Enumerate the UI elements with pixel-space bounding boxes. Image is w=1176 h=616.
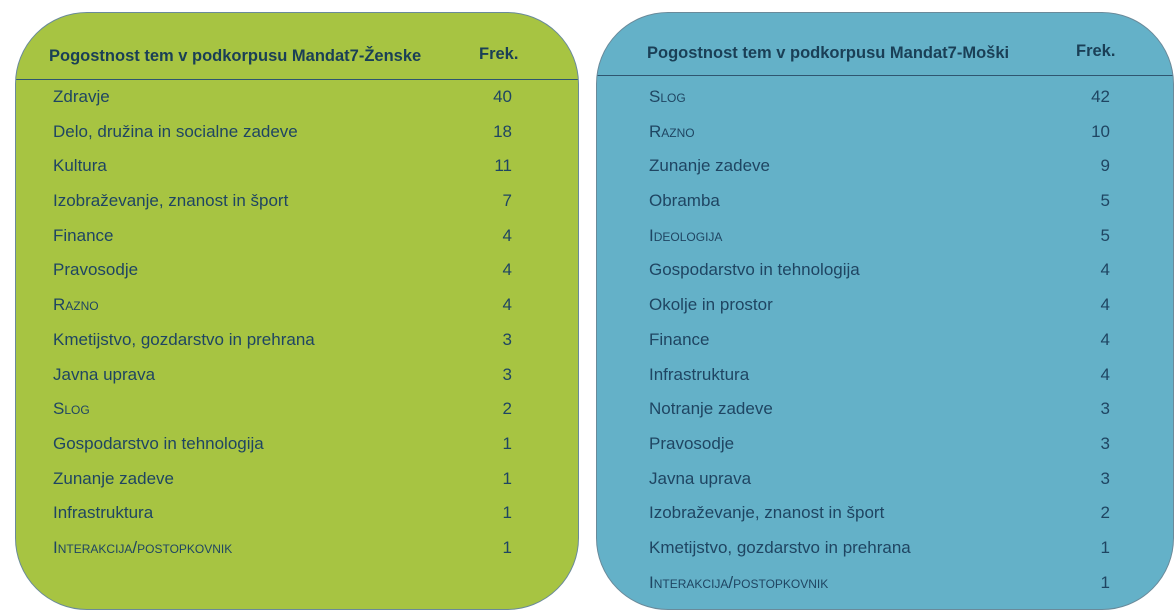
frequency-value: 4 — [1100, 329, 1110, 349]
men-topics-panel: Pogostnost tem v podkorpusu Mandat7-Mošk… — [596, 12, 1174, 610]
frequency-value: 1 — [502, 468, 512, 488]
topic-label: Kultura — [53, 156, 107, 176]
topic-label: Zunanje zadeve — [53, 468, 174, 488]
frequency-value: 42 — [1091, 87, 1110, 106]
frequency-column-header: Frek. — [479, 45, 519, 63]
topic-label: Interakcija/postopkovnik — [53, 537, 233, 557]
frequency-value: 18 — [493, 121, 512, 141]
table-row: Razno 10 — [597, 118, 1173, 153]
frequency-value: 1 — [1100, 572, 1110, 592]
table-row: Finance 4 — [16, 222, 578, 257]
frequency-value: 2 — [1100, 503, 1110, 523]
topic-label: Gospodarstvo in tehnologija — [53, 433, 264, 453]
frequency-value: 10 — [1091, 121, 1110, 141]
frequency-value: 1 — [502, 433, 512, 453]
table-row: Okolje in prostor 4 — [597, 291, 1173, 326]
table-row: Ideologija 5 — [597, 222, 1173, 257]
table-row: Delo, družina in socialne zadeve 18 — [16, 118, 578, 153]
topic-label: Notranje zadeve — [649, 399, 773, 419]
frequency-value: 1 — [502, 503, 512, 523]
table-row: Slog 42 — [597, 83, 1173, 118]
table-row: Izobraževanje, znanost in šport 7 — [16, 187, 578, 222]
women-topics-panel: Pogostnost tem v podkorpusu Mandat7-Žens… — [15, 12, 579, 610]
topic-label: Finance — [649, 329, 710, 349]
frequency-value: 40 — [493, 87, 512, 106]
table-row: Gospodarstvo in tehnologija 1 — [16, 430, 578, 465]
table-row: Kmetijstvo, gozdarstvo in prehrana 3 — [16, 326, 578, 361]
topic-label: Slog — [649, 87, 686, 106]
frequency-value: 9 — [1100, 156, 1110, 176]
table-row: Razno 4 — [16, 291, 578, 326]
topic-label: Razno — [649, 121, 695, 141]
frequency-value: 2 — [502, 399, 512, 419]
table-row: Infrastruktura 4 — [597, 361, 1173, 396]
table-row: Interakcija/postopkovnik 1 — [16, 534, 578, 569]
table-row: Izobraževanje, znanost in šport 2 — [597, 499, 1173, 534]
frequency-value: 3 — [1100, 468, 1110, 488]
topic-label: Pravosodje — [53, 260, 139, 280]
table-row: Kultura 11 — [16, 152, 578, 187]
table-row: Infrastruktura 1 — [16, 499, 578, 534]
frequency-value: 3 — [1100, 399, 1110, 419]
table-row: Obramba 5 — [597, 187, 1173, 222]
topic-label: Infrastruktura — [53, 503, 154, 523]
table-row: Pravosodje 4 — [16, 256, 578, 291]
frequency-column-header: Frek. — [1076, 42, 1116, 60]
topic-label: Delo, družina in socialne zadeve — [53, 121, 298, 141]
frequency-value: 4 — [502, 225, 512, 245]
topic-label: Slog — [53, 399, 90, 419]
frequency-value: 3 — [1100, 433, 1110, 453]
topic-label: Infrastruktura — [649, 364, 750, 384]
table-row: Gospodarstvo in tehnologija 4 — [597, 256, 1173, 291]
frequency-value: 1 — [1100, 537, 1110, 557]
topic-label: Izobraževanje, znanost in šport — [53, 191, 289, 211]
topic-label: Interakcija/postopkovnik — [649, 572, 829, 592]
topic-label: Izobraževanje, znanost in šport — [649, 503, 885, 523]
frequency-value: 7 — [502, 191, 512, 211]
frequency-value: 4 — [502, 295, 512, 315]
frequency-value: 5 — [1100, 225, 1110, 245]
topic-label: Javna uprava — [53, 364, 156, 384]
frequency-value: 5 — [1100, 191, 1110, 211]
topic-label: Razno — [53, 295, 99, 315]
table-row: Javna uprava 3 — [597, 465, 1173, 500]
topic-label: Obramba — [649, 191, 720, 211]
table-row: Pravosodje 3 — [597, 430, 1173, 465]
topic-label: Kmetijstvo, gozdarstvo in prehrana — [649, 537, 911, 557]
topic-label: Zunanje zadeve — [649, 156, 770, 176]
table-row: Kmetijstvo, gozdarstvo in prehrana 1 — [597, 534, 1173, 569]
frequency-value: 4 — [1100, 260, 1110, 280]
topic-label: Gospodarstvo in tehnologija — [649, 260, 860, 280]
frequency-value: 3 — [502, 329, 512, 349]
table-row: Zunanje zadeve 9 — [597, 152, 1173, 187]
table-body: Slog 42 Razno 10 Zunanje zadeve 9 Obramba 5 … — [597, 83, 1173, 603]
topic-label: Pravosodje — [649, 433, 735, 453]
frequency-value: 4 — [1100, 295, 1110, 315]
table-body: Zdravje 40 Delo, družina in socialne zade… — [16, 83, 578, 569]
frequency-value: 4 — [1100, 364, 1110, 384]
table-header: Pogostnost tem v podkorpusu Mandat7-Žens… — [16, 43, 578, 80]
table-row: Javna uprava 3 — [16, 361, 578, 396]
topic-label: Zdravje — [53, 87, 110, 106]
table-row: Interakcija/postopkovnik 1 — [597, 569, 1173, 604]
topic-label: Okolje in prostor — [649, 295, 773, 315]
table-row: Zunanje zadeve 1 — [16, 465, 578, 500]
frequency-value: 11 — [494, 156, 512, 176]
table-row: Finance 4 — [597, 326, 1173, 361]
frequency-value: 4 — [502, 260, 512, 280]
frequency-value: 1 — [502, 537, 512, 557]
table-header: Pogostnost tem v podkorpusu Mandat7-Mošk… — [597, 41, 1173, 76]
table-title: Pogostnost tem v podkorpusu Mandat7-Mošk… — [647, 44, 1010, 62]
frequency-value: 3 — [502, 364, 512, 384]
table-row: Notranje zadeve 3 — [597, 395, 1173, 430]
table-title: Pogostnost tem v podkorpusu Mandat7-Žens… — [49, 47, 422, 65]
topic-label: Finance — [53, 225, 114, 245]
topic-label: Javna uprava — [649, 468, 752, 488]
table-row: Slog 2 — [16, 395, 578, 430]
topic-label: Kmetijstvo, gozdarstvo in prehrana — [53, 329, 315, 349]
topic-label: Ideologija — [649, 225, 723, 245]
table-row: Zdravje 40 — [16, 83, 578, 118]
